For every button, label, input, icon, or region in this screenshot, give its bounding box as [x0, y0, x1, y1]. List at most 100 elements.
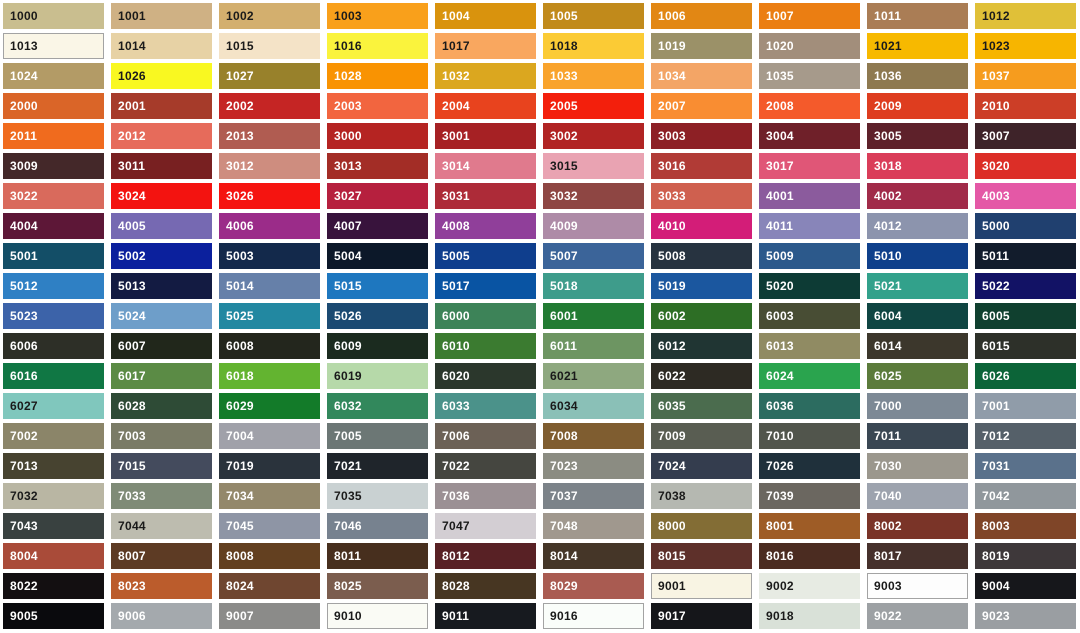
color-swatch-7003[interactable]: 7003 — [111, 423, 212, 449]
color-swatch-3011[interactable]: 3011 — [111, 153, 212, 179]
color-swatch-7013[interactable]: 7013 — [3, 453, 104, 479]
color-swatch-6033[interactable]: 6033 — [435, 393, 536, 419]
color-swatch-7034[interactable]: 7034 — [219, 483, 320, 509]
color-swatch-8003[interactable]: 8003 — [975, 513, 1076, 539]
color-swatch-7015[interactable]: 7015 — [111, 453, 212, 479]
color-swatch-7032[interactable]: 7032 — [3, 483, 104, 509]
color-swatch-7011[interactable]: 7011 — [867, 423, 968, 449]
color-swatch-6013[interactable]: 6013 — [759, 333, 860, 359]
color-swatch-1017[interactable]: 1017 — [435, 33, 536, 59]
color-swatch-5022[interactable]: 5022 — [975, 273, 1076, 299]
color-swatch-2010[interactable]: 2010 — [975, 93, 1076, 119]
color-swatch-9006[interactable]: 9006 — [111, 603, 212, 629]
color-swatch-1026[interactable]: 1026 — [111, 63, 212, 89]
color-swatch-1006[interactable]: 1006 — [651, 3, 752, 29]
color-swatch-5008[interactable]: 5008 — [651, 243, 752, 269]
color-swatch-9007[interactable]: 9007 — [219, 603, 320, 629]
color-swatch-7024[interactable]: 7024 — [651, 453, 752, 479]
color-swatch-2002[interactable]: 2002 — [219, 93, 320, 119]
color-swatch-8025[interactable]: 8025 — [327, 573, 428, 599]
color-swatch-9023[interactable]: 9023 — [975, 603, 1076, 629]
color-swatch-3033[interactable]: 3033 — [651, 183, 752, 209]
color-swatch-5012[interactable]: 5012 — [3, 273, 104, 299]
color-swatch-1004[interactable]: 1004 — [435, 3, 536, 29]
color-swatch-3016[interactable]: 3016 — [651, 153, 752, 179]
color-swatch-5021[interactable]: 5021 — [867, 273, 968, 299]
color-swatch-3017[interactable]: 3017 — [759, 153, 860, 179]
color-swatch-8011[interactable]: 8011 — [327, 543, 428, 569]
color-swatch-3022[interactable]: 3022 — [3, 183, 104, 209]
color-swatch-4003[interactable]: 4003 — [975, 183, 1076, 209]
color-swatch-5023[interactable]: 5023 — [3, 303, 104, 329]
color-swatch-5007[interactable]: 5007 — [543, 243, 644, 269]
color-swatch-1034[interactable]: 1034 — [651, 63, 752, 89]
color-swatch-8015[interactable]: 8015 — [651, 543, 752, 569]
color-swatch-3009[interactable]: 3009 — [3, 153, 104, 179]
color-swatch-1005[interactable]: 1005 — [543, 3, 644, 29]
color-swatch-6015[interactable]: 6015 — [975, 333, 1076, 359]
color-swatch-5015[interactable]: 5015 — [327, 273, 428, 299]
color-swatch-7000[interactable]: 7000 — [867, 393, 968, 419]
color-swatch-2003[interactable]: 2003 — [327, 93, 428, 119]
color-swatch-8023[interactable]: 8023 — [111, 573, 212, 599]
color-swatch-5024[interactable]: 5024 — [111, 303, 212, 329]
color-swatch-3000[interactable]: 3000 — [327, 123, 428, 149]
color-swatch-1024[interactable]: 1024 — [3, 63, 104, 89]
color-swatch-9022[interactable]: 9022 — [867, 603, 968, 629]
color-swatch-5020[interactable]: 5020 — [759, 273, 860, 299]
color-swatch-1007[interactable]: 1007 — [759, 3, 860, 29]
color-swatch-7005[interactable]: 7005 — [327, 423, 428, 449]
color-swatch-1036[interactable]: 1036 — [867, 63, 968, 89]
color-swatch-4009[interactable]: 4009 — [543, 213, 644, 239]
color-swatch-3007[interactable]: 3007 — [975, 123, 1076, 149]
color-swatch-8012[interactable]: 8012 — [435, 543, 536, 569]
color-swatch-5018[interactable]: 5018 — [543, 273, 644, 299]
color-swatch-5009[interactable]: 5009 — [759, 243, 860, 269]
color-swatch-7004[interactable]: 7004 — [219, 423, 320, 449]
color-swatch-6021[interactable]: 6021 — [543, 363, 644, 389]
color-swatch-1023[interactable]: 1023 — [975, 33, 1076, 59]
color-swatch-7037[interactable]: 7037 — [543, 483, 644, 509]
color-swatch-8019[interactable]: 8019 — [975, 543, 1076, 569]
color-swatch-1015[interactable]: 1015 — [219, 33, 320, 59]
color-swatch-1001[interactable]: 1001 — [111, 3, 212, 29]
color-swatch-3015[interactable]: 3015 — [543, 153, 644, 179]
color-swatch-4007[interactable]: 4007 — [327, 213, 428, 239]
color-swatch-7047[interactable]: 7047 — [435, 513, 536, 539]
color-swatch-8029[interactable]: 8029 — [543, 573, 644, 599]
color-swatch-6024[interactable]: 6024 — [759, 363, 860, 389]
color-swatch-6011[interactable]: 6011 — [543, 333, 644, 359]
color-swatch-4008[interactable]: 4008 — [435, 213, 536, 239]
color-swatch-1037[interactable]: 1037 — [975, 63, 1076, 89]
color-swatch-6018[interactable]: 6018 — [219, 363, 320, 389]
color-swatch-6022[interactable]: 6022 — [651, 363, 752, 389]
color-swatch-5010[interactable]: 5010 — [867, 243, 968, 269]
color-swatch-2012[interactable]: 2012 — [111, 123, 212, 149]
color-swatch-5004[interactable]: 5004 — [327, 243, 428, 269]
color-swatch-1033[interactable]: 1033 — [543, 63, 644, 89]
color-swatch-6020[interactable]: 6020 — [435, 363, 536, 389]
color-swatch-7022[interactable]: 7022 — [435, 453, 536, 479]
color-swatch-7048[interactable]: 7048 — [543, 513, 644, 539]
color-swatch-5003[interactable]: 5003 — [219, 243, 320, 269]
color-swatch-6010[interactable]: 6010 — [435, 333, 536, 359]
color-swatch-7023[interactable]: 7023 — [543, 453, 644, 479]
color-swatch-5013[interactable]: 5013 — [111, 273, 212, 299]
color-swatch-8016[interactable]: 8016 — [759, 543, 860, 569]
color-swatch-1020[interactable]: 1020 — [759, 33, 860, 59]
color-swatch-7045[interactable]: 7045 — [219, 513, 320, 539]
color-swatch-7033[interactable]: 7033 — [111, 483, 212, 509]
color-swatch-5000[interactable]: 5000 — [975, 213, 1076, 239]
color-swatch-6008[interactable]: 6008 — [219, 333, 320, 359]
color-swatch-9003[interactable]: 9003 — [867, 573, 968, 599]
color-swatch-1012[interactable]: 1012 — [975, 3, 1076, 29]
color-swatch-3020[interactable]: 3020 — [975, 153, 1076, 179]
color-swatch-6025[interactable]: 6025 — [867, 363, 968, 389]
color-swatch-7012[interactable]: 7012 — [975, 423, 1076, 449]
color-swatch-8017[interactable]: 8017 — [867, 543, 968, 569]
color-swatch-7035[interactable]: 7035 — [327, 483, 428, 509]
color-swatch-9018[interactable]: 9018 — [759, 603, 860, 629]
color-swatch-2008[interactable]: 2008 — [759, 93, 860, 119]
color-swatch-9002[interactable]: 9002 — [759, 573, 860, 599]
color-swatch-8001[interactable]: 8001 — [759, 513, 860, 539]
